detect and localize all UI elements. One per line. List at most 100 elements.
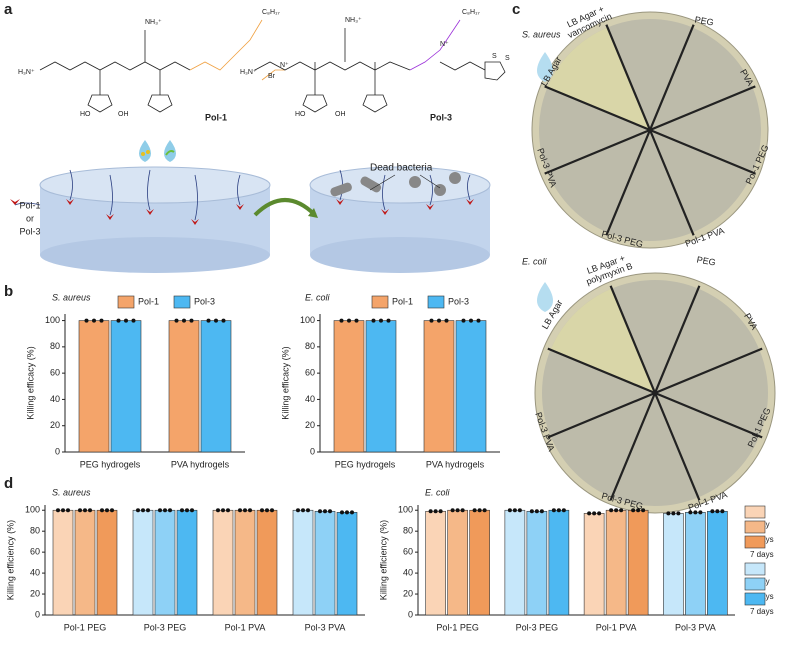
sector-line [649, 128, 756, 175]
bar [425, 510, 446, 616]
x-tick-label: PVA hydrogels [171, 459, 230, 469]
atom-label: NH₃⁺ [345, 17, 362, 24]
bar [336, 512, 358, 616]
atom-label: OH [118, 111, 129, 118]
replicate-dot [438, 509, 443, 514]
replicate-dot [347, 318, 351, 323]
replicate-dot [469, 318, 473, 323]
replicate-dot [444, 318, 449, 323]
replicate-dot [507, 508, 512, 513]
legend-swatch [427, 295, 445, 309]
atom-label: H₃N⁺ [240, 69, 257, 76]
replicate-dot [100, 508, 104, 513]
x-tick-label: Pol-3 PVA [305, 622, 346, 632]
legend-label: Pol-1 [392, 296, 413, 306]
replicate-dot [66, 508, 70, 513]
x-tick-label: Pol-1 PVA [225, 622, 266, 632]
polymer-label: Pol-3 [430, 112, 452, 122]
coating-label: or [26, 213, 34, 223]
sector-line [547, 391, 656, 439]
annotation: Dead bacteria [370, 163, 433, 174]
chart-title: S. aureus [52, 487, 91, 497]
legend-swatch [744, 520, 766, 534]
panel-label: c [512, 1, 520, 18]
bar [469, 509, 490, 616]
y-axis-label: Killing efficacy (%) [280, 346, 290, 419]
replicate-dot [529, 509, 534, 514]
legend-label: Pol-1 [138, 296, 159, 306]
y-tick-label: 0 [408, 609, 413, 619]
sector-line [648, 129, 695, 236]
y-tick-label: 100 [398, 505, 413, 515]
replicate-dot [248, 508, 252, 513]
replicate-dot [461, 318, 466, 323]
sector-line [544, 128, 651, 175]
y-tick-label: 100 [300, 315, 315, 325]
replicate-dot [429, 318, 434, 323]
replicate-dot [539, 509, 544, 514]
replicate-dot [609, 508, 614, 513]
replicate-dot [517, 508, 522, 513]
replicate-dot [221, 318, 226, 323]
bar [447, 509, 468, 616]
replicate-dot [676, 511, 681, 516]
replicate-dot [512, 508, 517, 513]
bar [96, 509, 118, 616]
bar [685, 512, 706, 616]
x-tick-label: Pol-1 PEG [436, 622, 479, 632]
y-tick-label: 80 [403, 526, 413, 536]
sector-line [605, 24, 652, 131]
y-axis-label: Killing efficiency (%) [378, 520, 388, 600]
bar [78, 320, 110, 453]
replicate-dot [345, 510, 349, 515]
atom-label: Br [268, 73, 276, 80]
replicate-dot [185, 508, 189, 513]
y-tick-label: 0 [310, 446, 315, 456]
sector-line [648, 24, 695, 131]
panel-label: b [4, 283, 13, 300]
bar [200, 320, 232, 453]
legend-label: Pol-3 [194, 296, 215, 306]
y-tick-label: 20 [30, 588, 40, 598]
replicate-dot [482, 508, 487, 513]
replicate-dot [124, 318, 128, 323]
y-tick-label: 0 [35, 609, 40, 619]
y-tick-label: 40 [30, 567, 40, 577]
replicate-dot [476, 318, 481, 323]
replicate-dot [534, 509, 539, 514]
replicate-dot [561, 508, 566, 513]
x-tick-label: Pol-3 PEG [516, 622, 559, 632]
organism-label: E. coli [522, 256, 548, 266]
replicate-dot [168, 508, 172, 513]
replicate-dot [265, 508, 269, 513]
drops [139, 140, 176, 162]
replicate-dot [270, 508, 274, 513]
y-tick-label: 0 [55, 446, 60, 456]
replicate-dot [88, 508, 92, 513]
replicate-dot [216, 508, 220, 513]
sector-label-line: PEG [696, 255, 716, 268]
replicate-dot [631, 508, 636, 513]
bar [212, 509, 234, 616]
legend-swatch [173, 295, 191, 309]
bar [256, 509, 278, 616]
y-tick-label: 80 [305, 341, 315, 351]
y-tick-label: 20 [403, 588, 413, 598]
replicate-dot [379, 318, 383, 323]
bar [333, 320, 365, 453]
replicate-dot [437, 318, 441, 323]
replicate-dot [92, 318, 96, 323]
legend-label: 7 days [750, 607, 774, 616]
legend-swatch [744, 592, 766, 606]
legend-swatch [744, 505, 766, 519]
y-tick-label: 60 [30, 547, 40, 557]
bar [455, 320, 487, 453]
replicate-dot [84, 318, 89, 323]
polymer-label: Pol-1 [205, 112, 227, 122]
atom-label: N⁺ [440, 41, 449, 48]
chemical-structure [39, 19, 506, 113]
bar [154, 509, 176, 616]
sector-line [653, 392, 701, 501]
sector-line [649, 85, 756, 132]
atom-label: H₃N⁺ [18, 69, 35, 76]
